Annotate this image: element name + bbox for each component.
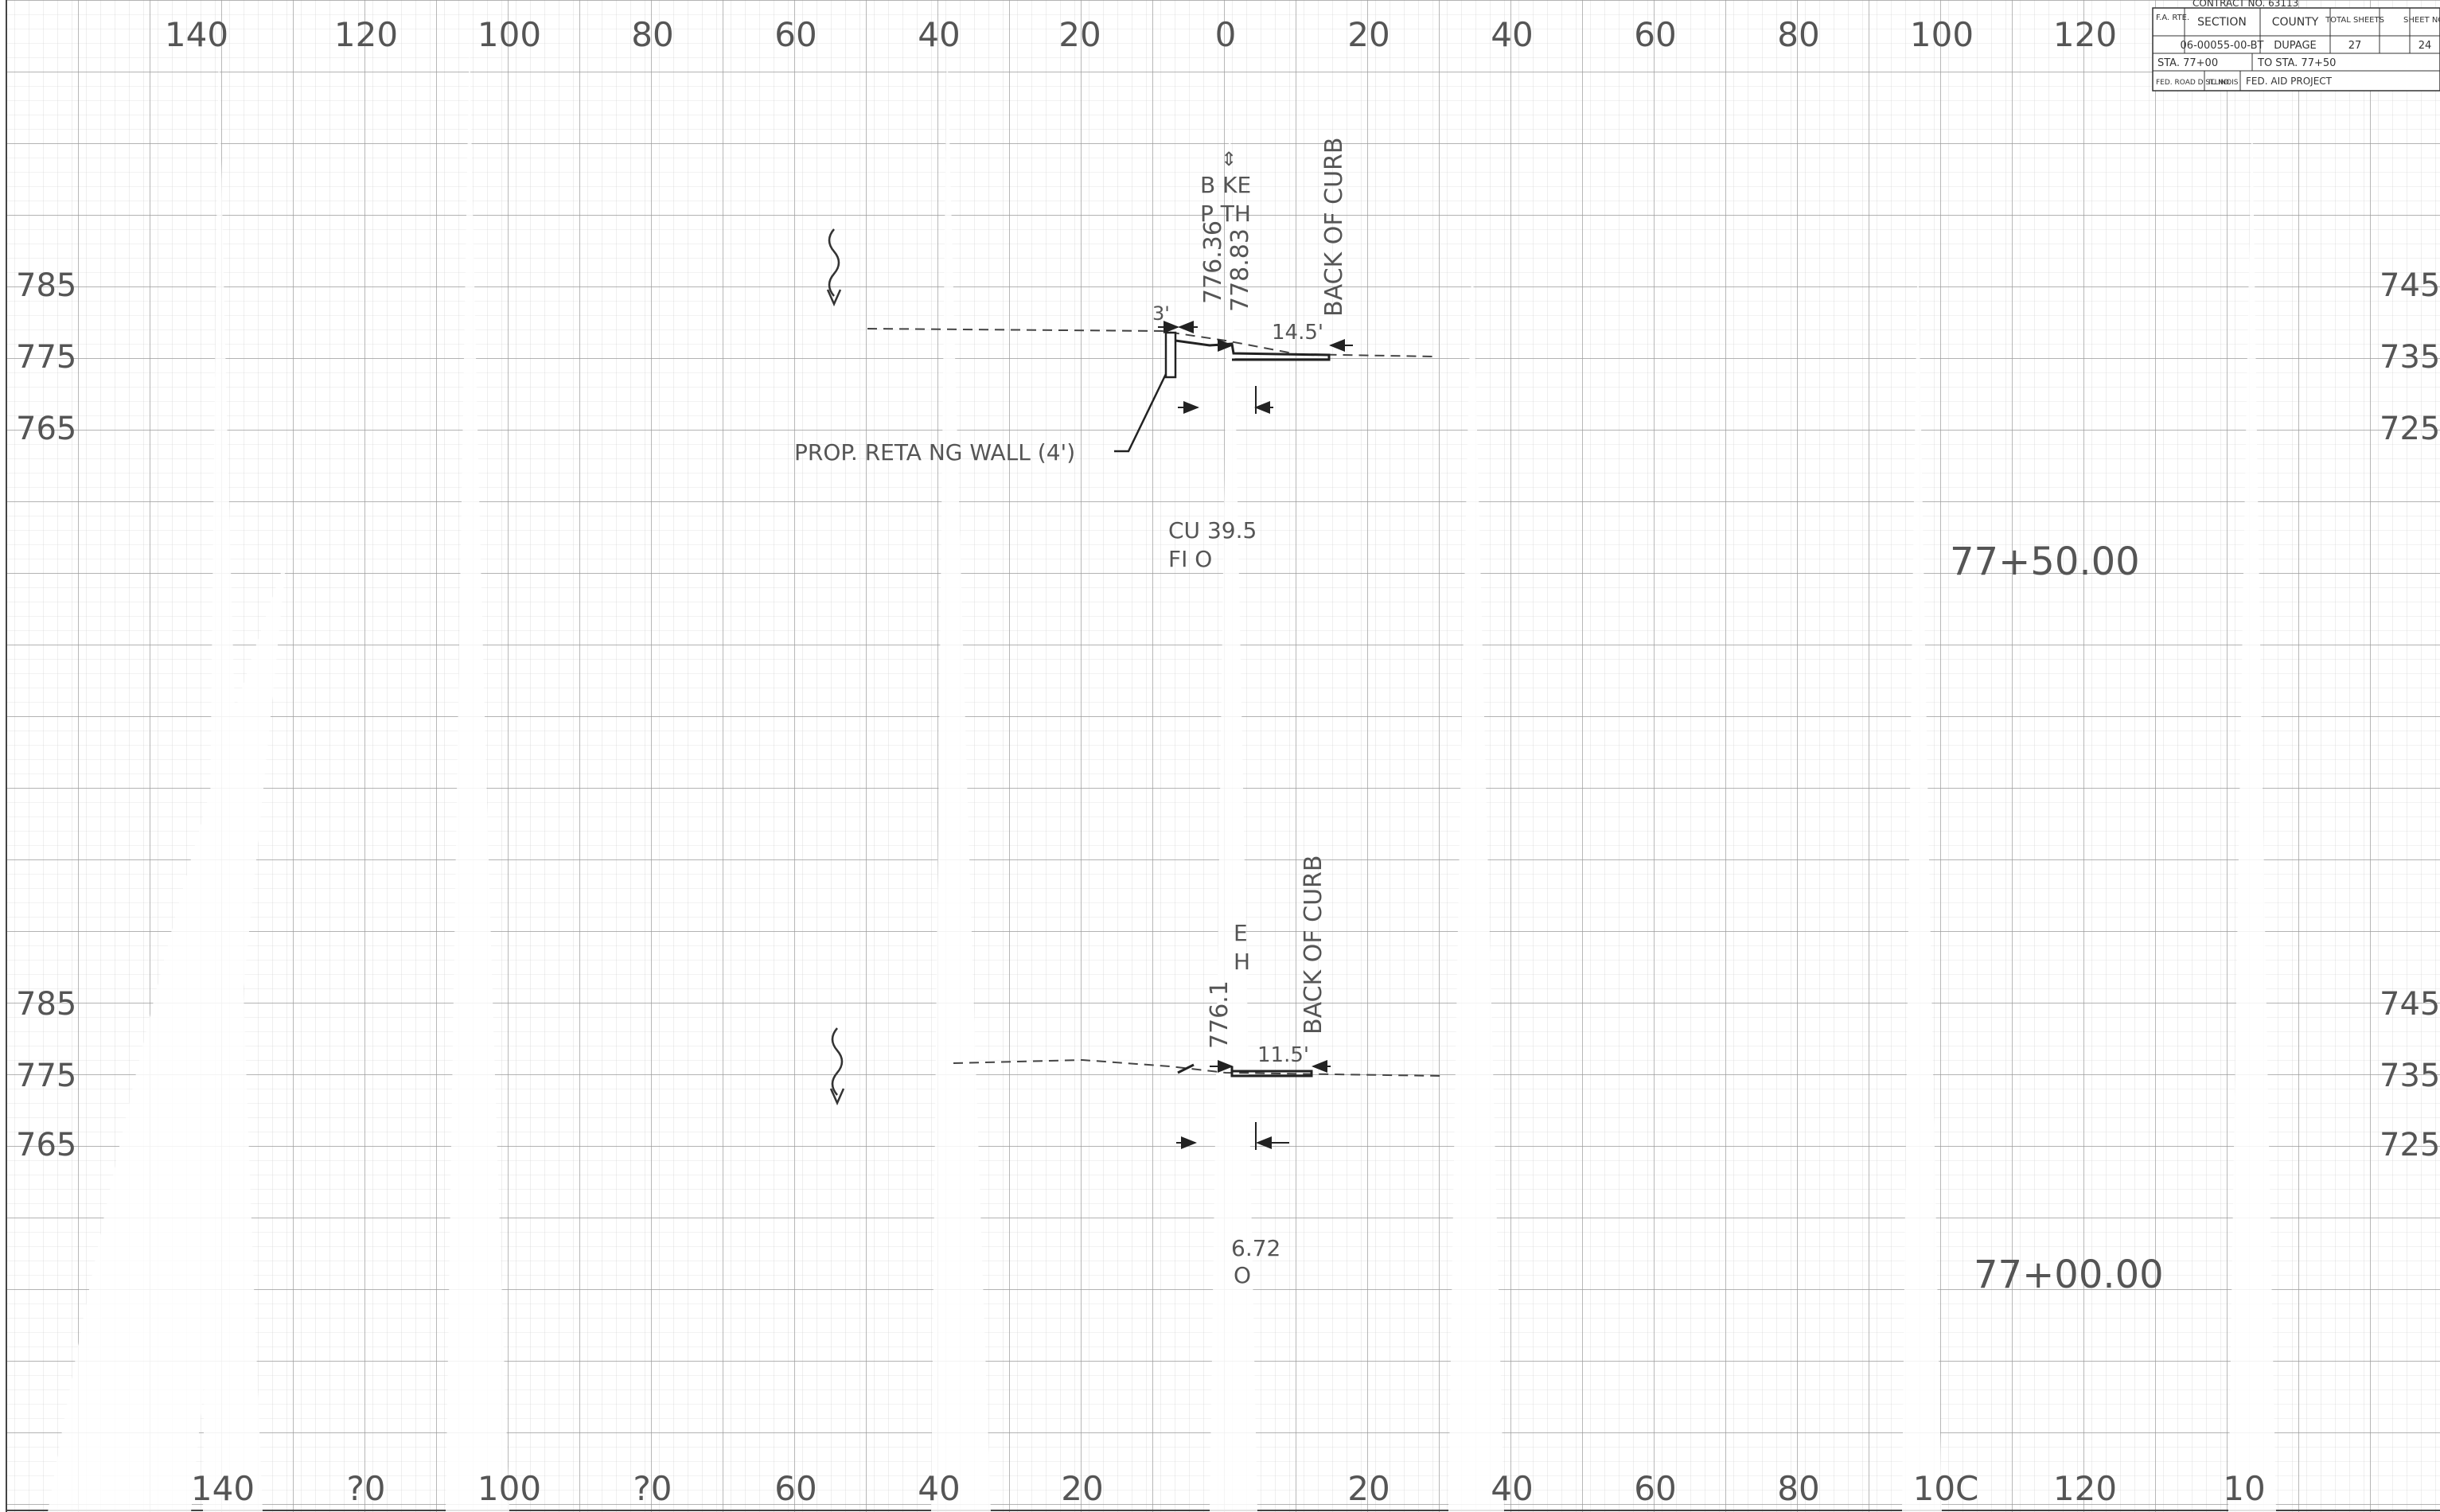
offset-label: 10C (1913, 1469, 1979, 1508)
offset-label: 20 (1347, 15, 1390, 54)
offset-label: 120 (334, 15, 398, 54)
offset-label: ?0 (346, 1469, 385, 1508)
offset-label: 140 (165, 15, 228, 54)
total-sheets-label: TOTAL SHEETS (2325, 16, 2384, 25)
offset-label: 140 (191, 1469, 255, 1508)
bike-path-label: P TH (1200, 201, 1251, 227)
dimension-label: 11.5' (1257, 1043, 1309, 1067)
offset-label: 40 (1491, 1469, 1533, 1508)
retaining-wall-label: PROP. RETA NG WALL (4') (794, 439, 1075, 466)
proposed-bike-path (1177, 1063, 1313, 1077)
title-block: CONTRACT NO. 63113 F.A. RTE. SECTION COU… (2152, 0, 2440, 92)
dimension-label: 14.5' (1272, 321, 1323, 345)
elevation-label-vertical: 778.83 (1226, 228, 1254, 312)
offset-label: 10 (2223, 1469, 2265, 1508)
elevation-label-vertical: 776.1 (1206, 980, 1234, 1049)
station-to: TO STA. 77+50 (2257, 57, 2336, 69)
elevation-label: 785 (16, 267, 76, 304)
total-sheets-value: 27 (2348, 40, 2362, 52)
sheet-no-label: SHEET NO. (2403, 16, 2440, 25)
cross-section-77-50: 785 775 765 745 735 725 77+50.00 3' 14.5… (16, 138, 2440, 584)
back-of-curb-label: BACK OF CURB (1320, 138, 1348, 317)
cut-area-label: CU 39.5 (1168, 517, 1257, 544)
break-symbol (829, 1027, 845, 1106)
offset-label: 100 (1910, 15, 1974, 54)
station-from: STA. 77+00 (2157, 57, 2218, 69)
station-label: 77+00.00 (1974, 1253, 2164, 1297)
dimension-label: 3' (1152, 302, 1170, 325)
bottom-offset-scale: 140 ?0 100 ?0 60 40 20 20 40 60 80 10C 1… (191, 1469, 2266, 1508)
offset-label: 120 (2053, 15, 2117, 54)
offset-label: 120 (2053, 1469, 2117, 1508)
contract-number: CONTRACT NO. 63113 (2192, 0, 2298, 9)
elevation-label: 745 (2380, 986, 2440, 1023)
elevation-label: 735 (2380, 1058, 2440, 1094)
elevation-label-vertical: 776.36 (1199, 220, 1227, 304)
offset-label: ?0 (633, 1469, 672, 1508)
offset-label: 100 (477, 1469, 541, 1508)
path-symbol: ⇕ (1221, 148, 1237, 170)
offset-label: 20 (1347, 1469, 1390, 1508)
fa-rte-label: F.A. RTE. (2156, 14, 2189, 22)
back-of-curb-label: BACK OF CURB (1300, 855, 1327, 1035)
offset-label: 80 (1777, 1469, 1819, 1508)
offset-label: 60 (774, 1469, 817, 1508)
offset-label: 20 (1058, 15, 1101, 54)
offset-label: 80 (631, 15, 673, 54)
break-symbol (826, 228, 842, 307)
offset-label-center: 0 (1215, 15, 1237, 54)
existing-ground-line (953, 1058, 1441, 1077)
elevation-label: 745 (2380, 267, 2440, 304)
elevation-label: 725 (2380, 1127, 2440, 1163)
top-offset-scale: 140 120 100 80 60 40 20 0 20 40 60 80 10… (165, 15, 2117, 54)
fill-area-label: FI O (1168, 546, 1212, 572)
sheet-no-value: 24 (2419, 40, 2432, 52)
section-value: 06-00055-00-BT (2181, 40, 2264, 52)
offset-label: 60 (1634, 1469, 1676, 1508)
elevation-label: 725 (2380, 411, 2440, 447)
grid-paper (6, 0, 2440, 1512)
fill-area-label: O (1234, 1262, 1251, 1288)
offset-label: 80 (1777, 15, 1819, 54)
section-label: SECTION (2197, 16, 2247, 29)
offset-label: 20 (1061, 1469, 1103, 1508)
retaining-wall (1164, 331, 1177, 379)
elevation-label: 765 (16, 1127, 76, 1163)
offset-label: 100 (477, 15, 541, 54)
elevation-label: 785 (16, 986, 76, 1023)
elevation-label: 765 (16, 411, 76, 447)
county-value: DUPAGE (2274, 40, 2317, 52)
cross-section-77-00: 785 775 765 745 735 725 77+00.00 11.5' E… (16, 855, 2440, 1297)
bike-path-label: E (1234, 920, 1248, 946)
offset-label: 60 (1634, 15, 1676, 54)
fed-aid-project-label: FED. AID PROJECT (2246, 76, 2333, 87)
elevation-label: 775 (16, 1058, 76, 1094)
county-label: COUNTY (2272, 16, 2319, 29)
offset-label: 40 (918, 1469, 960, 1508)
offset-label: 40 (918, 15, 960, 54)
bike-path-label: B KE (1200, 172, 1251, 198)
bike-path-label: H (1234, 949, 1250, 975)
elevation-label: 775 (16, 339, 76, 376)
offset-label: 60 (774, 15, 817, 54)
offset-label: 40 (1491, 15, 1533, 54)
cut-area-label: 6.72 (1231, 1235, 1280, 1261)
state-label: ILLINOIS (2208, 79, 2239, 87)
station-label: 77+50.00 (1950, 540, 2140, 584)
elevation-label: 735 (2380, 339, 2440, 376)
fed-road-dist-label: FED. ROAD DIST. NO. (2156, 79, 2231, 87)
